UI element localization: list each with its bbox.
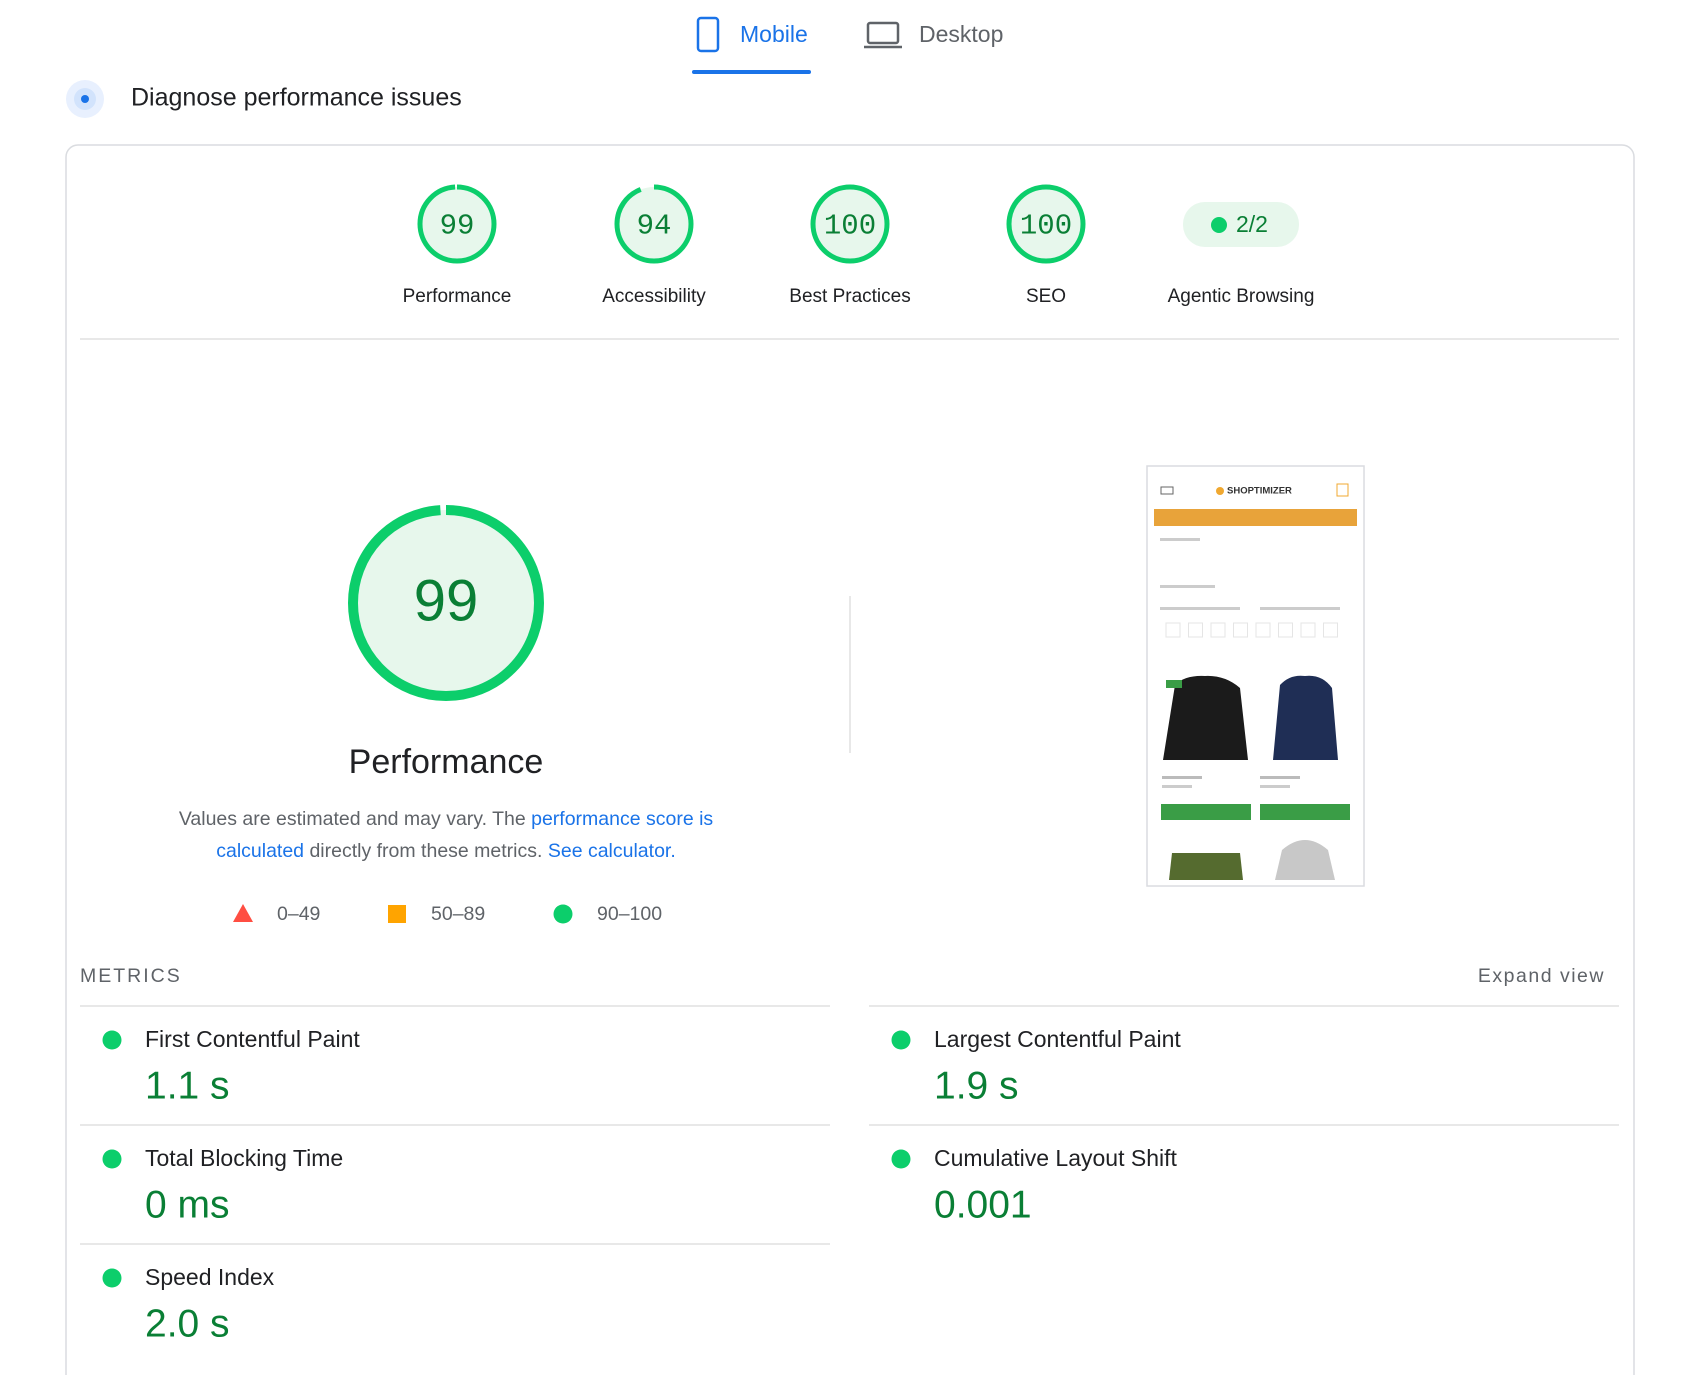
- cart-icon: [1336, 483, 1349, 497]
- gauge-score: 99: [440, 210, 475, 243]
- description: calculated directly from these metrics. …: [216, 840, 676, 862]
- status-dot: [1211, 217, 1227, 233]
- badge: [1166, 680, 1182, 688]
- tab-label: Desktop: [919, 21, 1003, 47]
- metric-value: 1.9 s: [934, 1064, 1019, 1107]
- heading: Diagnose performance issues: [131, 84, 462, 112]
- legend-label: 50–89: [431, 903, 485, 925]
- product-image: [1163, 675, 1248, 760]
- placeholder-line: [1260, 785, 1290, 788]
- pager: [1300, 622, 1316, 638]
- page-screenshot: SHOPTIMIZER: [1146, 465, 1365, 887]
- score-label[interactable]: Best Practices: [789, 286, 910, 307]
- gauge-arc: [1006, 184, 1086, 264]
- product-image: [1273, 675, 1338, 760]
- metric-status: [102, 1030, 122, 1050]
- tab[interactable]: Mobile: [692, 16, 811, 74]
- metric-status: [891, 1030, 911, 1050]
- gauge-background: [1009, 187, 1083, 261]
- gauge-score: 94: [637, 210, 672, 243]
- heading-icon: [81, 95, 89, 103]
- legend-icon: [388, 905, 406, 923]
- tab[interactable]: Desktop: [864, 21, 1003, 49]
- tab-icon: [866, 21, 900, 45]
- placeholder-line: [1162, 776, 1202, 779]
- placeholder-line: [1260, 776, 1300, 779]
- product-image: [1169, 853, 1243, 880]
- description: Values are estimated and may vary. The p…: [179, 808, 714, 830]
- score-label[interactable]: Performance: [403, 286, 512, 307]
- tab-icon: [696, 16, 720, 53]
- status-text: 2/2: [1236, 211, 1268, 237]
- legend-label: 0–49: [277, 903, 320, 925]
- metric-value: 0 ms: [145, 1183, 230, 1226]
- description-text: directly from these metrics.: [304, 840, 548, 862]
- metrics-title: METRICS: [80, 965, 182, 987]
- metric-name: First Contentful Paint: [145, 1026, 360, 1052]
- placeholder-line: [1260, 607, 1340, 610]
- logo-icon: [1216, 487, 1224, 495]
- metric-value: 0.001: [934, 1183, 1032, 1226]
- gauge-background: [813, 187, 887, 261]
- brand: SHOPTIMIZER: [1227, 486, 1292, 497]
- gauge-background: [353, 510, 539, 696]
- metric-status: [891, 1149, 911, 1169]
- pager: [1188, 622, 1203, 638]
- metric-name: Total Blocking Time: [145, 1145, 343, 1171]
- pager: [1165, 622, 1181, 638]
- description-text: Values are estimated and may vary. The: [179, 808, 531, 830]
- gauge-score: 100: [824, 210, 876, 243]
- gauge-arc: [810, 184, 890, 264]
- placeholder-line: [1162, 785, 1192, 788]
- tab-label: Mobile: [740, 21, 808, 47]
- pager: [1210, 622, 1226, 638]
- pager: [1278, 622, 1293, 638]
- performance-title: Performance: [349, 743, 544, 781]
- screenshot-frame: [1146, 465, 1365, 887]
- link[interactable]: See calculator.: [548, 840, 676, 862]
- legend-icon: [233, 904, 253, 922]
- legend-label: 90–100: [597, 903, 662, 925]
- score-label[interactable]: SEO: [1026, 286, 1066, 307]
- expand-view[interactable]: Expand view: [1478, 965, 1605, 987]
- metric-status: [102, 1149, 122, 1169]
- link[interactable]: performance score is: [531, 808, 713, 830]
- metric-name: Largest Contentful Paint: [934, 1026, 1181, 1052]
- menu-icon: [1160, 486, 1174, 495]
- metric-value: 1.1 s: [145, 1064, 230, 1107]
- gauge-arc: [417, 184, 497, 264]
- link[interactable]: calculated: [216, 840, 304, 862]
- gauge-score: 100: [1020, 210, 1072, 243]
- gauge-arc: [348, 505, 544, 701]
- tab-underline: [692, 70, 811, 74]
- pager: [1255, 622, 1271, 638]
- gauge-background: [617, 187, 691, 261]
- cart-button: [1260, 804, 1350, 820]
- card: [65, 144, 1635, 1375]
- metric-name: Cumulative Layout Shift: [934, 1145, 1178, 1171]
- legend-icon: [553, 904, 573, 924]
- placeholder-line: [1160, 607, 1240, 610]
- metric-value: 2.0 s: [145, 1302, 230, 1345]
- status-pill[interactable]: [1183, 202, 1299, 247]
- metric-status: [102, 1268, 122, 1288]
- gauge-score: 99: [414, 568, 479, 633]
- placeholder-line: [1160, 538, 1200, 541]
- score-label[interactable]: Agentic Browsing: [1168, 286, 1315, 307]
- gauge-background: [420, 187, 494, 261]
- metric-name: Speed Index: [145, 1264, 275, 1290]
- placeholder-line: [1160, 585, 1215, 588]
- pager: [1323, 622, 1338, 638]
- pager: [1233, 622, 1248, 638]
- cart-button: [1161, 804, 1251, 820]
- product-image: [1275, 840, 1335, 880]
- banner: [1154, 509, 1357, 526]
- score-label[interactable]: Accessibility: [602, 286, 706, 307]
- gauge-arc: [614, 184, 694, 264]
